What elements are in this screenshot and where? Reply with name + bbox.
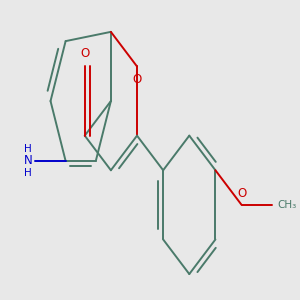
Text: O: O [237, 187, 246, 200]
Text: CH₃: CH₃ [278, 200, 297, 210]
Text: H: H [24, 168, 32, 178]
Text: N: N [24, 154, 32, 167]
Text: O: O [80, 47, 89, 60]
Text: H: H [24, 144, 32, 154]
Text: O: O [132, 73, 142, 86]
